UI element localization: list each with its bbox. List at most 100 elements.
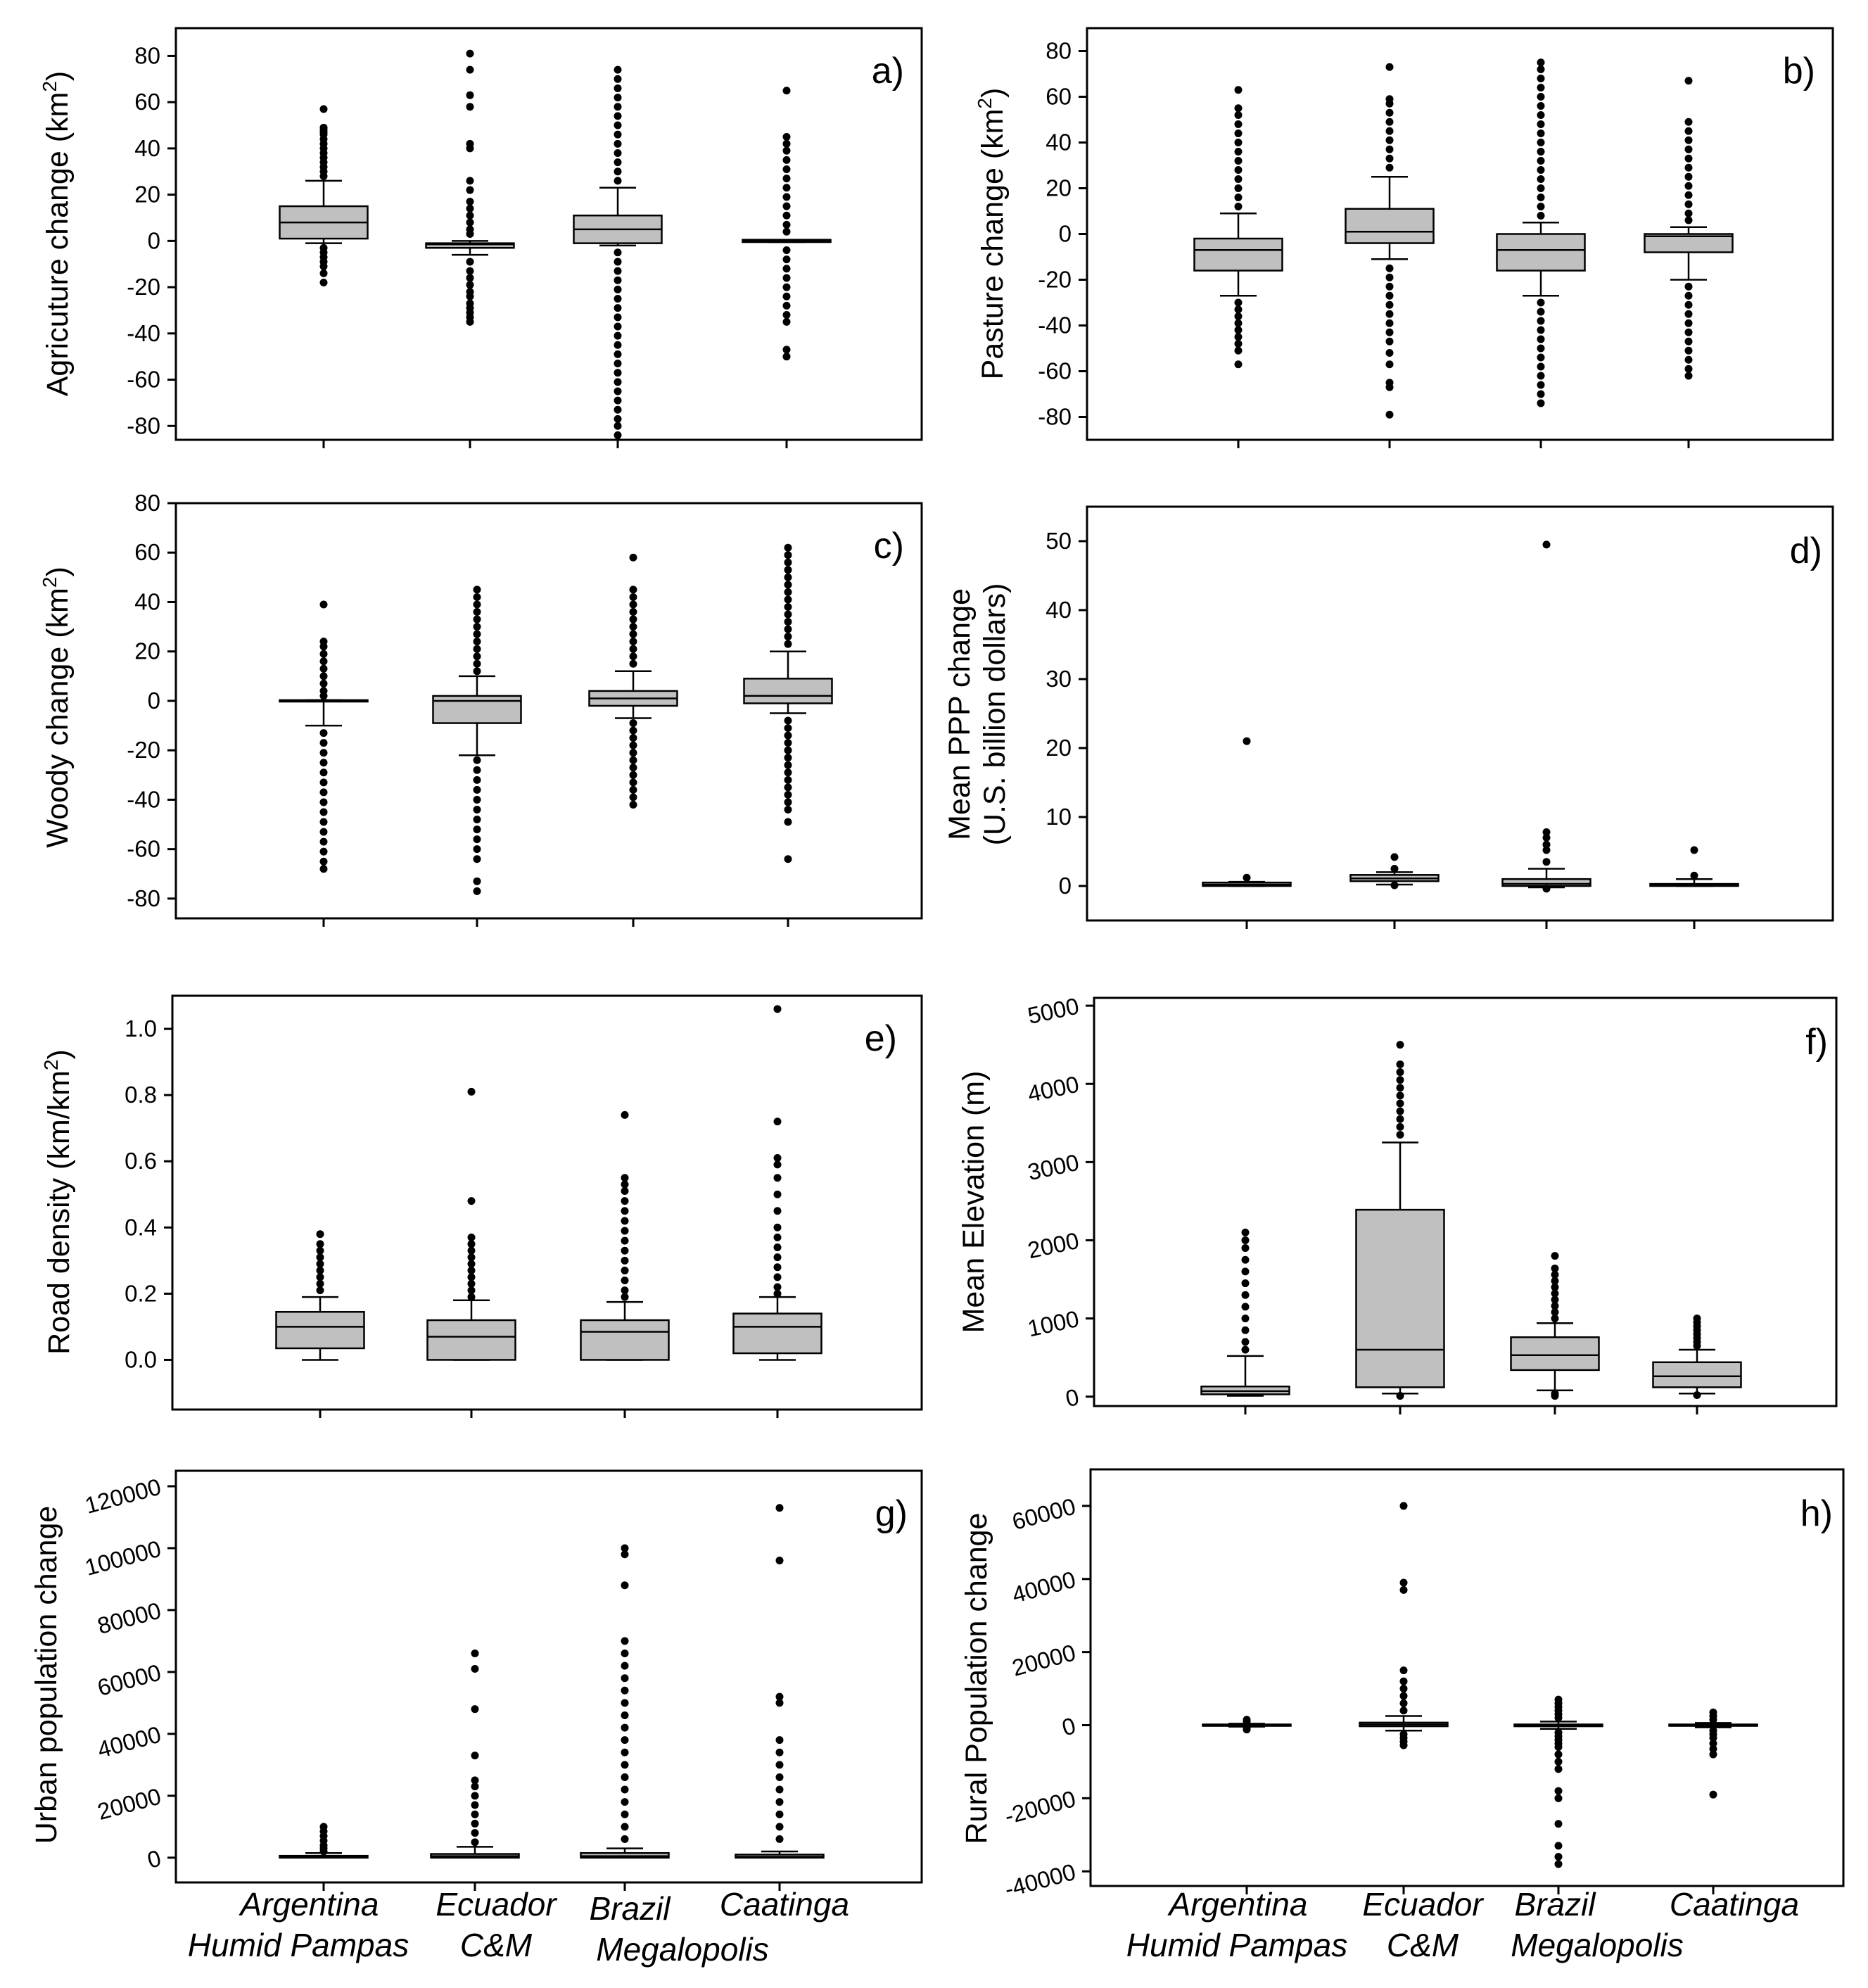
outlier-high-e-1-5: [467, 1253, 476, 1262]
outlier-high-d-0-1: [1243, 873, 1251, 882]
outlier-high-e-3-1: [773, 1118, 782, 1126]
outlier-high-c-3-5: [784, 581, 792, 589]
box-g-1: [430, 1650, 520, 1859]
panel-d-frame: [1086, 505, 1834, 922]
outlier-low-c-2-5: [629, 756, 637, 764]
outlier-low-c-2-4: [629, 749, 637, 757]
box-a-1: [425, 49, 515, 326]
outlier-low-a-1-2: [466, 274, 474, 282]
outlier-high-f-2-0: [1551, 1252, 1559, 1260]
y-tick-label-g-0: 0: [144, 1844, 163, 1873]
outlier-high-b-0-8: [1234, 166, 1243, 174]
outlier-low-h-2-9: [1554, 1794, 1563, 1802]
outlier-high-h-1-1: [1399, 1578, 1408, 1587]
outlier-high-e-2-5: [621, 1207, 629, 1215]
outlier-high-g-3-8: [775, 1785, 784, 1794]
outlier-high-e-3-13: [773, 1283, 782, 1291]
outlier-high-e-3-0: [773, 1005, 782, 1013]
outlier-low-a-3-10: [782, 353, 791, 361]
panel-f-frame: [1093, 996, 1838, 1407]
box-f-0: [1200, 1228, 1290, 1397]
outlier-high-a-0-0: [319, 105, 328, 113]
box-h-3: [1668, 1708, 1758, 1799]
y-tick-label-b-2: -40: [1038, 312, 1072, 338]
outlier-high-a-3-4: [782, 156, 791, 164]
outlier-high-f-0-1: [1241, 1236, 1250, 1244]
box-rect-f-2: [1510, 1336, 1600, 1372]
outlier-high-a-2-6: [614, 121, 622, 129]
y-tick-label-h-2: 0: [1059, 1712, 1078, 1740]
y-tick-label-d-0: 0: [1059, 873, 1072, 899]
outlier-high-h-1-0: [1399, 1502, 1408, 1510]
outlier-low-c-1-4: [473, 795, 481, 804]
outlier-low-c-2-7: [629, 771, 637, 779]
outlier-high-b-1-2: [1385, 99, 1394, 108]
panel-g: 0 20000 40000 60000 80000 100000 120000 g) Urb…: [30, 1469, 923, 1891]
outlier-low-b-2-8: [1537, 372, 1545, 380]
outlier-high-b-3-9: [1684, 191, 1693, 199]
outlier-high-a-3-8: [782, 193, 791, 201]
box-b-3: [1644, 77, 1734, 380]
outlier-high-g-3-12: [775, 1835, 784, 1843]
outlier-high-c-3-4: [784, 573, 792, 581]
outlier-low-b-1-8: [1385, 337, 1394, 346]
outlier-low-b-3-0: [1684, 282, 1693, 291]
outlier-high-a-3-2: [782, 139, 791, 148]
outlier-high-c-0-2: [319, 642, 328, 651]
panel-e-frame: [171, 994, 923, 1411]
outlier-high-g-1-4: [471, 1776, 479, 1785]
outlier-high-c-0-0: [319, 600, 328, 609]
panel-h: -40000 -20000 0 20000 40000 60000 h) Rural Po…: [960, 1468, 1845, 1902]
outlier-high-c-0-9: [319, 692, 328, 700]
outlier-high-c-3-3: [784, 566, 792, 574]
panel-a-frame: [174, 27, 923, 441]
y-tick-label-b-1: -60: [1038, 358, 1072, 384]
box-rect-f-1: [1355, 1208, 1445, 1388]
outlier-high-f-0-5: [1241, 1279, 1250, 1288]
outlier-low-b-3-3: [1684, 310, 1693, 318]
outlier-low-c-3-14: [784, 855, 792, 863]
y-tick-label-b-6: 40: [1046, 129, 1072, 156]
outlier-high-e-3-9: [773, 1243, 782, 1252]
y-tick-label-c-4: 0: [148, 688, 160, 714]
y-tick-label-a-7: 60: [134, 89, 160, 115]
outlier-high-e-2-1: [621, 1174, 629, 1182]
box-g-3: [735, 1504, 825, 1859]
outlier-high-a-3-10: [782, 211, 791, 220]
outlier-high-e-3-7: [773, 1223, 782, 1232]
outlier-high-b-0-10: [1234, 184, 1243, 192]
outlier-high-e-0-7: [316, 1279, 324, 1288]
y-tick-label-f-1: 1000: [1025, 1305, 1081, 1341]
outlier-low-c-1-1: [473, 766, 481, 774]
y-tick-label-e-3: 0.6: [125, 1148, 157, 1174]
outlier-high-b-0-2: [1234, 111, 1243, 119]
y-tick-label-c-1: -60: [127, 836, 160, 862]
outlier-high-e-3-6: [773, 1207, 782, 1215]
outlier-high-f-0-9: [1241, 1326, 1250, 1334]
outlier-high-e-0-4: [316, 1260, 324, 1268]
outlier-low-a-2-17: [614, 405, 622, 414]
outlier-high-g-2-0: [621, 1544, 629, 1552]
outlier-low-b-0-5: [1234, 333, 1243, 341]
outlier-high-b-1-0: [1385, 63, 1394, 71]
box-rect-e-0: [275, 1310, 365, 1350]
outlier-high-e-2-9: [621, 1246, 629, 1255]
outlier-high-a-2-4: [614, 103, 622, 111]
box-rect-b-2: [1496, 233, 1586, 272]
box-c-2: [588, 553, 678, 809]
panel-a-ylabel-end: ): [41, 71, 75, 81]
outlier-high-a-3-5: [782, 165, 791, 173]
outlier-high-b-3-0: [1684, 77, 1693, 85]
outlier-high-f-1-0: [1396, 1041, 1404, 1049]
outlier-high-f-0-11: [1241, 1346, 1250, 1354]
outlier-high-g-1-2: [471, 1705, 479, 1714]
outlier-high-a-3-11: [782, 220, 791, 229]
outlier-low-h-3-6: [1709, 1790, 1717, 1799]
outlier-low-c-0-2: [319, 749, 328, 757]
outlier-low-a-2-11: [614, 350, 622, 358]
outlier-high-f-2-7: [1551, 1302, 1559, 1310]
cat-left-3-line2: Megalopolis: [596, 1931, 768, 1968]
panel-b-ylabel-sup: 2: [974, 98, 996, 109]
outlier-low-h-2-13: [1554, 1860, 1563, 1868]
outlier-low-c-0-1: [319, 739, 328, 747]
